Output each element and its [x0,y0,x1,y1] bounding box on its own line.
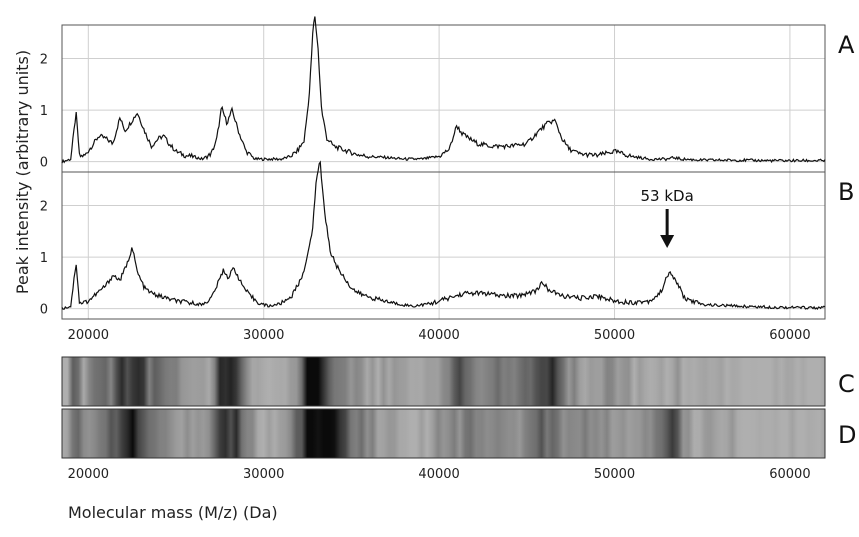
y-tick-b-2: 2 [40,200,48,215]
y-tick-a-1: 1 [40,104,48,119]
x-tick-labels-bottom: 20000 30000 40000 50000 60000 [68,467,811,482]
panel-b-grid [62,172,825,319]
panel-a: 0 1 2 [40,16,826,173]
panel-d-gel-strip [61,408,826,459]
panel-c [61,356,826,407]
panel-a-spectrum-line [61,16,826,164]
x-axis-title: Molecular mass (M/z) (Da) [68,503,278,522]
y-tick-b-0: 0 [40,303,48,318]
panel-label-b: B [838,178,854,206]
annotation-label: 53 kDa [640,187,693,205]
annotation-53kda: 53 kDa [640,187,694,248]
y-tick-b-1: 1 [40,251,48,266]
x-tick-top-1: 30000 [243,328,284,343]
panel-label-a: A [838,31,855,59]
x-tick-bottom-0: 20000 [68,467,109,482]
x-tick-top-4: 60000 [769,328,810,343]
x-tick-top-3: 50000 [594,328,635,343]
x-tick-bottom-2: 40000 [418,467,459,482]
panel-d [61,408,826,459]
panel-a-y-ticks: 0 1 2 [40,53,48,171]
panel-label-c: C [838,370,855,398]
x-tick-labels-top: 20000 30000 40000 50000 60000 [68,328,811,343]
x-tick-bottom-4: 60000 [769,467,810,482]
annotation-arrow-head [660,235,675,248]
panel-b-spectrum-line [61,160,826,310]
panel-a-grid [62,25,825,172]
panel-b-frame [61,171,826,320]
panel-b: 0 1 2 53 kDa [40,160,826,320]
panel-c-gel-strip [61,356,826,407]
x-tick-top-0: 20000 [68,328,109,343]
x-tick-bottom-1: 30000 [243,467,284,482]
panel-b-y-ticks: 0 1 2 [40,200,48,318]
y-tick-a-2: 2 [40,53,48,68]
y-axis-title: Peak intensity (arbitrary units) [13,50,32,294]
x-tick-top-2: 40000 [418,328,459,343]
panel-label-d: D [838,421,856,449]
x-tick-bottom-3: 50000 [594,467,635,482]
y-tick-a-0: 0 [40,156,48,171]
